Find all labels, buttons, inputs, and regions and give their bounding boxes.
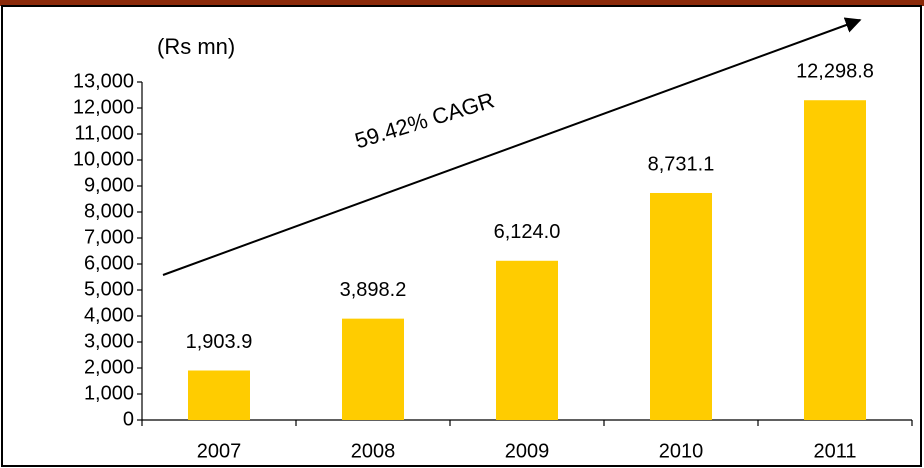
- bar: [342, 318, 404, 420]
- cagr-arrow: [162, 17, 862, 276]
- y-axis-label: (Rs mn): [157, 34, 235, 59]
- x-tick-label: 2009: [505, 440, 550, 462]
- y-tick-label: 3,000: [84, 330, 134, 352]
- x-tick-label: 2008: [351, 440, 396, 462]
- x-tick-label: 2011: [813, 440, 856, 462]
- y-tick-label: 10,000: [73, 148, 134, 170]
- value-label: 3,898.2: [340, 279, 407, 301]
- bar: [496, 260, 558, 420]
- bar: [188, 370, 250, 420]
- x-tick-label: 2007: [197, 440, 242, 462]
- y-tick-label: 2,000: [84, 356, 134, 378]
- bar: [804, 100, 866, 420]
- y-tick-label: 0: [123, 408, 134, 430]
- y-tick-label: 1,000: [84, 382, 134, 404]
- y-tick-label: 6,000: [84, 252, 134, 274]
- annotation: 59.42% CAGR: [352, 87, 497, 153]
- value-label: 12,298.8: [796, 61, 874, 83]
- bar: [650, 192, 712, 420]
- y-tick-label: 13,000: [73, 70, 134, 92]
- top-band: [0, 0, 924, 6]
- value-label: 6,124.0: [494, 221, 561, 243]
- y-tick-label: 7,000: [84, 226, 134, 248]
- y-tick-label: 8,000: [84, 200, 134, 222]
- frame: [1, 5, 922, 467]
- y-tick-label: 12,000: [73, 96, 134, 118]
- y-tick-label: 11,000: [74, 122, 134, 144]
- y-tick-label: 4,000: [84, 304, 134, 326]
- value-label: 8,731.1: [648, 153, 715, 175]
- value-label: 1,903.9: [186, 331, 253, 353]
- x-tick-label: 2010: [659, 440, 704, 462]
- y-tick-label: 9,000: [84, 174, 134, 196]
- y-tick-label: 5,000: [84, 278, 134, 300]
